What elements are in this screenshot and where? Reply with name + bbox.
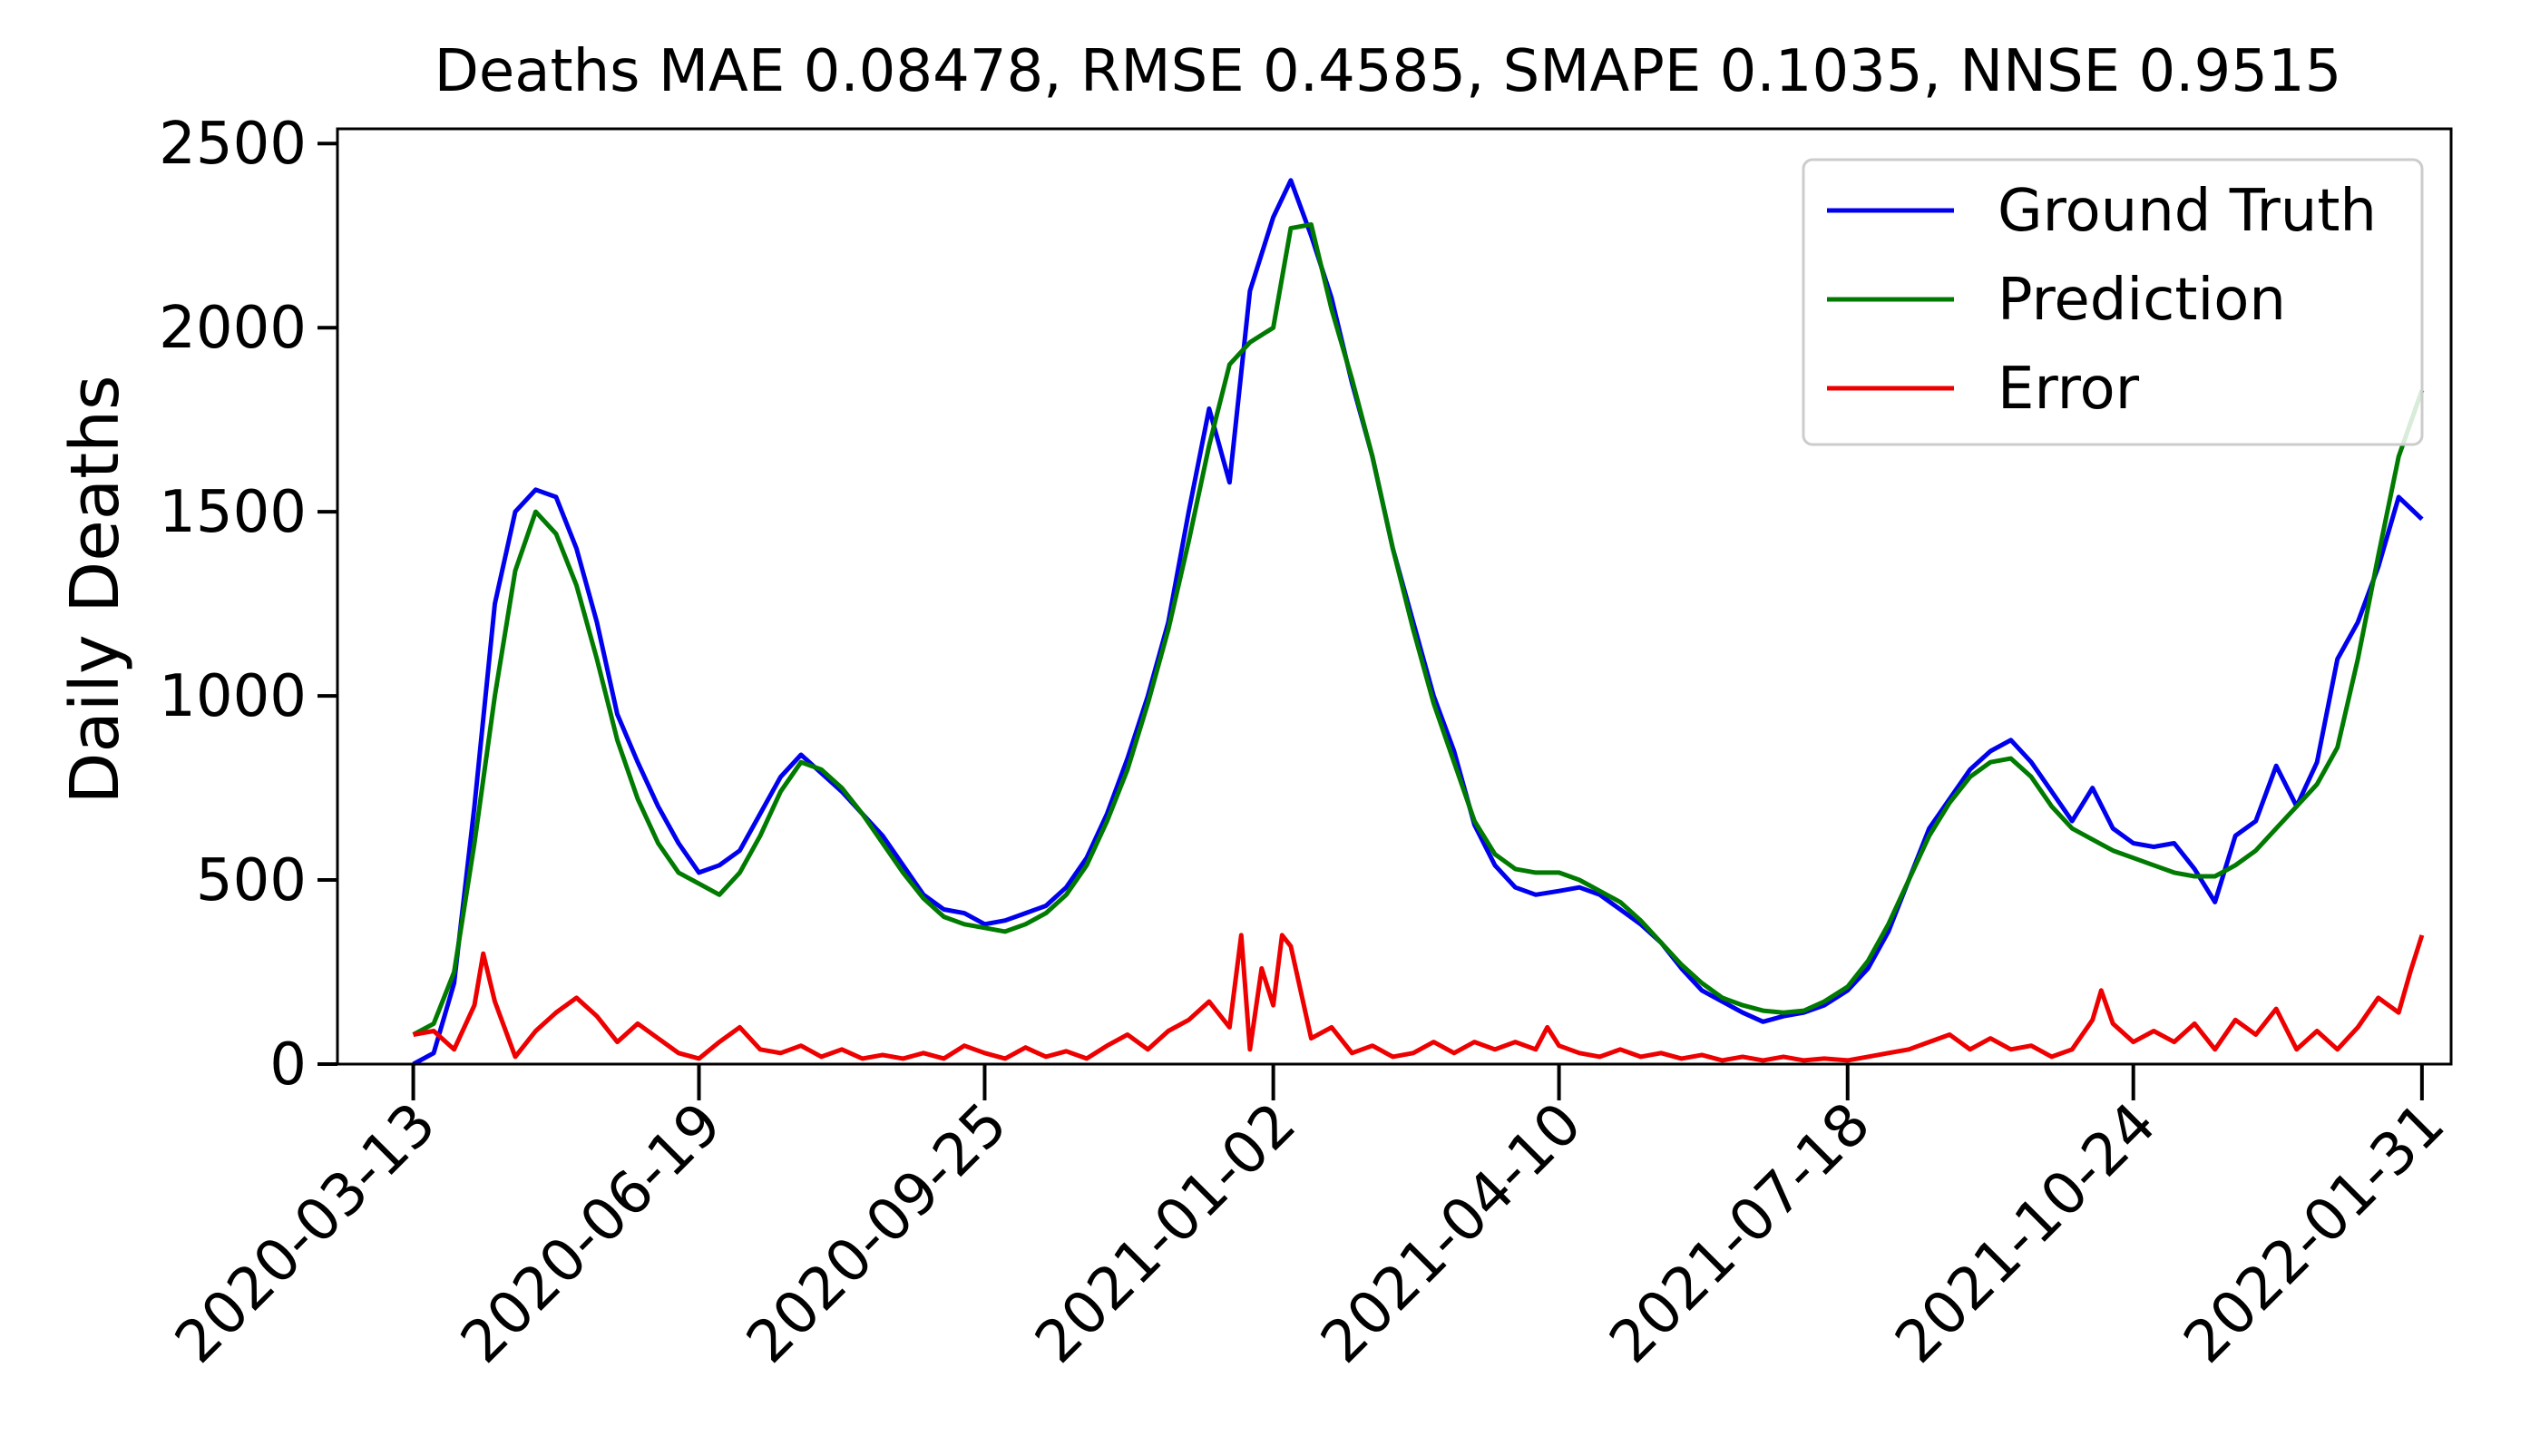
legend-label-ground-truth: Ground Truth <box>1998 178 2377 245</box>
plot-frame <box>336 127 2453 1066</box>
x-tick-label: 2021-07-18 <box>1597 1090 1883 1376</box>
legend-label-prediction: Prediction <box>1998 267 2286 334</box>
y-tick-label: 500 <box>196 847 307 914</box>
y-tick-label: 1000 <box>159 663 307 730</box>
legend-box <box>1802 158 2424 446</box>
legend: Ground Truth Prediction Error <box>1802 158 2424 446</box>
series-line-error <box>413 933 2425 1063</box>
x-tick-label: 2021-04-10 <box>1309 1090 1595 1376</box>
y-tick-label: 1500 <box>159 479 307 546</box>
series-line-prediction <box>412 222 2425 1037</box>
plot-area <box>412 178 2425 1067</box>
chart-title: Deaths MAE 0.08478, RMSE 0.4585, SMAPE 0… <box>435 38 2342 105</box>
x-tick-label: 2022-01-31 <box>2172 1090 2457 1376</box>
y-axis-label: Daily Deaths <box>56 375 134 804</box>
y-tick-label: 0 <box>269 1031 307 1099</box>
x-tick-label: 2020-03-13 <box>163 1090 449 1376</box>
x-tick-label: 2021-01-02 <box>1023 1090 1309 1376</box>
y-tick-label: 2500 <box>159 111 307 178</box>
x-tick-label: 2020-06-19 <box>448 1090 734 1376</box>
y-tick-label: 2000 <box>159 295 307 362</box>
x-tick-label: 2020-09-25 <box>734 1090 1020 1376</box>
x-tick-label: 2021-10-24 <box>1883 1090 2169 1376</box>
legend-label-error: Error <box>1998 356 2140 423</box>
